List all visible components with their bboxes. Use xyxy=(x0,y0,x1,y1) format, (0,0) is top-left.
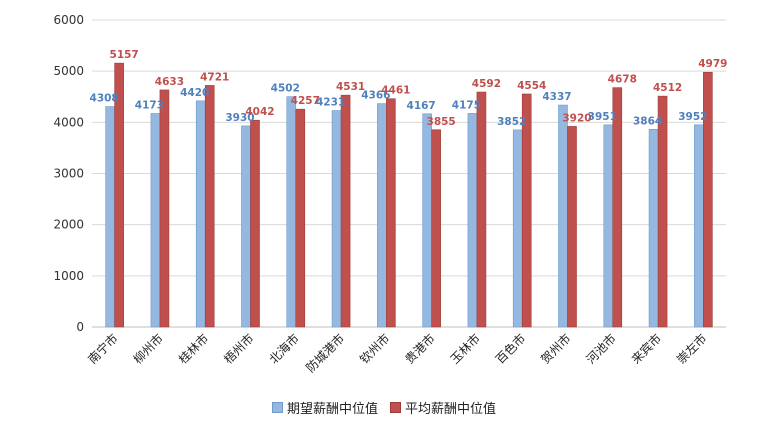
legend-label-expected: 期望薪酬中位值 xyxy=(287,402,379,417)
data-label-average: 5157 xyxy=(110,49,139,61)
data-label-average: 4461 xyxy=(381,85,410,97)
data-label-expected: 4337 xyxy=(542,91,571,103)
x-category-label: 防城港市 xyxy=(303,331,348,376)
data-label-average: 4633 xyxy=(155,76,184,88)
y-tick-label: 6000 xyxy=(53,13,84,27)
x-category-label: 百色市 xyxy=(492,331,528,367)
data-label-average: 3855 xyxy=(427,116,456,128)
bar-expected xyxy=(648,128,659,328)
data-label-expected: 4420 xyxy=(180,87,209,99)
data-label-expected: 3852 xyxy=(497,116,526,128)
data-label-average: 4721 xyxy=(200,71,229,83)
bars xyxy=(105,62,713,328)
data-label-expected: 4173 xyxy=(135,99,164,111)
bar-expected xyxy=(512,129,523,328)
bar-average xyxy=(295,108,306,328)
legend-swatch-expected xyxy=(272,402,283,413)
bar-average xyxy=(567,126,577,328)
data-label-average: 4042 xyxy=(245,106,274,118)
data-label-expected: 3951 xyxy=(588,111,617,123)
bar-expected xyxy=(331,110,342,328)
x-category-label: 来宾市 xyxy=(628,331,664,367)
data-label-expected: 4308 xyxy=(90,93,119,105)
data-label-expected: 4502 xyxy=(271,83,300,95)
bar-expected xyxy=(241,125,251,328)
data-label-average: 4257 xyxy=(291,95,320,107)
data-label-expected: 4366 xyxy=(361,90,390,102)
bar-average xyxy=(476,91,487,328)
data-label-expected: 3952 xyxy=(678,111,707,123)
x-axis-categories: 南宁市 柳州市 桂林市 梧州市 北海市 防城港市 钦州市 贵港市 玉林市 百色市 贺州市 河池市 来宾市… xyxy=(85,331,710,376)
x-category-label: 桂林市 xyxy=(175,331,211,367)
bar-expected xyxy=(377,103,387,328)
legend-label-average: 平均薪酬中位值 xyxy=(405,402,497,417)
bar-average xyxy=(703,71,713,328)
data-label-average: 4979 xyxy=(698,58,727,70)
bar-average xyxy=(431,129,441,328)
bar-expected xyxy=(150,113,161,328)
bar-average xyxy=(340,94,351,328)
x-category-label: 柳州市 xyxy=(130,331,166,367)
bar-expected xyxy=(694,124,704,328)
x-category-label: 北海市 xyxy=(266,331,302,367)
y-tick-label: 4000 xyxy=(53,115,84,129)
bar-expected xyxy=(467,113,478,328)
y-tick-label: 1000 xyxy=(53,269,84,283)
bar-expected xyxy=(195,100,206,328)
data-label-average: 4512 xyxy=(653,82,682,94)
data-label-expected: 3864 xyxy=(633,115,662,127)
bar-average xyxy=(386,98,396,328)
bar-average xyxy=(657,95,668,328)
y-tick-label: 3000 xyxy=(53,167,84,181)
bar-expected xyxy=(105,106,115,328)
y-tick-label: 2000 xyxy=(53,218,84,232)
data-label-average: 3920 xyxy=(562,112,591,124)
bar-expected xyxy=(286,96,297,328)
legend-item-expected: 期望薪酬中位值 xyxy=(272,398,378,417)
x-category-label: 贺州市 xyxy=(538,331,574,367)
bar-average xyxy=(114,62,124,328)
y-tick-label: 5000 xyxy=(53,64,84,78)
legend: 期望薪酬中位值 平均薪酬中位值 xyxy=(272,398,508,417)
y-axis-ticks: 0 1000 2000 3000 4000 5000 6000 xyxy=(53,13,84,334)
data-label-average: 4554 xyxy=(517,80,546,92)
legend-swatch-average xyxy=(390,402,402,413)
bar-average xyxy=(204,85,215,328)
data-label-average: 4592 xyxy=(472,78,501,90)
bar-average xyxy=(521,93,532,328)
x-category-label: 梧州市 xyxy=(221,331,257,367)
bar-average xyxy=(612,87,623,328)
x-category-label: 河池市 xyxy=(583,331,619,367)
x-category-label: 南宁市 xyxy=(85,331,121,367)
legend-item-average: 平均薪酬中位值 xyxy=(390,398,496,417)
data-label-expected: 4167 xyxy=(407,100,436,112)
bar-average xyxy=(250,119,260,328)
bar-expected xyxy=(422,113,432,328)
x-category-label: 钦州市 xyxy=(356,331,392,367)
data-label-expected: 3930 xyxy=(225,112,254,124)
grid-lines xyxy=(92,19,726,328)
data-label-average: 4678 xyxy=(608,74,637,86)
bar-expected xyxy=(603,124,614,328)
y-tick-label: 0 xyxy=(76,320,84,334)
bar-expected xyxy=(558,104,568,328)
x-category-label: 贵港市 xyxy=(402,331,438,367)
x-category-label: 玉林市 xyxy=(447,331,483,367)
x-category-label: 崇左市 xyxy=(673,331,709,367)
data-label-expected: 4175 xyxy=(452,99,481,111)
data-label-expected: 4231 xyxy=(316,97,345,109)
data-label-average: 4531 xyxy=(336,81,365,93)
bar-average xyxy=(159,89,170,328)
